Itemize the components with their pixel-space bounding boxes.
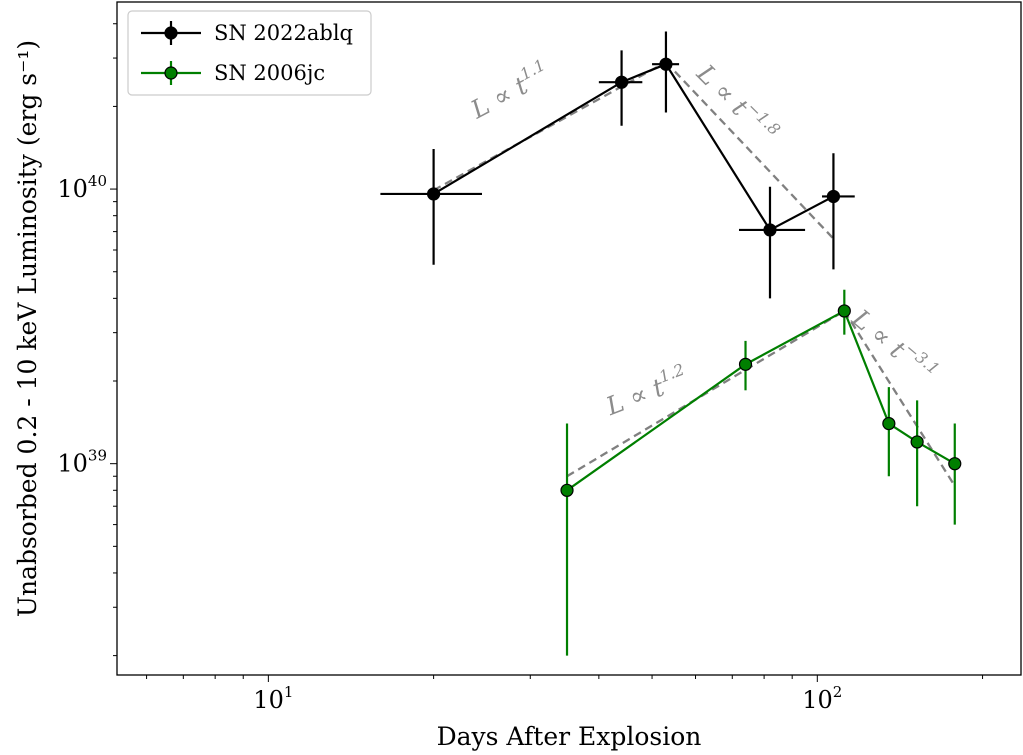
data-point xyxy=(837,304,851,318)
series-layer xyxy=(380,31,962,656)
fit-annotations: L ∝ t1.1 L ∝ t−1.8L ∝ t1.2L ∝ t−3.1 xyxy=(464,55,943,421)
series-1 xyxy=(380,31,855,299)
data-point xyxy=(910,435,924,449)
x-tick-label: 101 xyxy=(253,683,293,714)
data-point xyxy=(763,223,777,237)
legend: SN 2022ablq SN 2006jc xyxy=(127,10,372,96)
powerlaw-fit-line xyxy=(843,310,956,487)
data-point xyxy=(948,457,962,471)
data-point xyxy=(427,187,441,201)
legend-marker xyxy=(164,26,178,40)
data-point xyxy=(738,357,753,371)
data-point xyxy=(659,57,673,71)
y-tick-label: 1040 xyxy=(57,172,107,203)
plot-frame xyxy=(116,1,1022,676)
y-axis-label: Unabsorbed 0.2 - 10 keV Luminosity (erg … xyxy=(13,40,42,617)
powerlaw-fit-line xyxy=(665,61,835,240)
legend-marker xyxy=(164,66,178,80)
data-point xyxy=(614,75,629,89)
series-2 xyxy=(560,289,962,656)
series-line xyxy=(566,309,956,492)
fit-annotation: L ∝ t1.1 xyxy=(464,55,555,124)
legend-label: SN 2022ablq xyxy=(214,21,353,45)
y-tick-label: 1039 xyxy=(57,447,107,478)
x-tick-label: 102 xyxy=(802,683,842,714)
data-point xyxy=(826,189,841,204)
legend-label: SN 2006jc xyxy=(214,61,325,85)
fit-annotation: L ∝ t−3.1 xyxy=(846,300,943,389)
data-point xyxy=(882,416,896,431)
fit-lines xyxy=(433,61,956,487)
data-point xyxy=(560,483,574,497)
x-axis-label: Days After Explosion xyxy=(437,722,702,751)
axis-ticks: 101 102 1039 1040 xyxy=(57,23,984,714)
